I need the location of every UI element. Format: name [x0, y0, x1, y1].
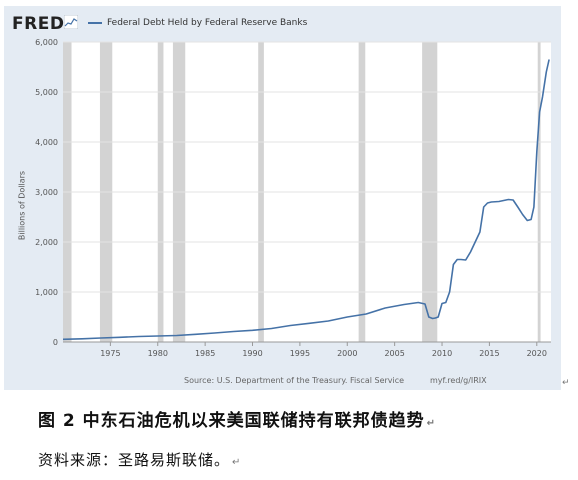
x-tick-label: 1995: [290, 349, 310, 358]
legend-label: Federal Debt Held by Federal Reserve Ban…: [107, 18, 308, 28]
x-tick-label: 1990: [242, 349, 262, 358]
data-source-text: 资料来源：圣路易斯联储。: [38, 451, 231, 469]
paragraph-mark-icon: ↵: [562, 378, 570, 388]
x-tick-label: 2000: [337, 349, 357, 358]
figure-caption-text: 图 2 中东石油危机以来美国联储持有联邦债趋势: [38, 411, 425, 431]
x-tick-label: 2020: [527, 349, 547, 358]
y-axis-label: Billions of Dollars: [17, 170, 27, 241]
fred-url[interactable]: myf.red/g/IRIX: [430, 376, 487, 385]
chart-panel: 0 1,000 2,000 3,000 4,000 5,000 6,000 1975 1980…: [4, 6, 561, 390]
data-source-note: 资料来源：圣路易斯联储。 ↵: [38, 449, 241, 470]
x-tick-label: 2015: [479, 349, 499, 358]
y-tick-label: 2,000: [35, 238, 58, 247]
figure-caption: 图 2 中东石油危机以来美国联储持有联邦债趋势 ↵: [38, 406, 436, 431]
x-tick-label: 1975: [100, 349, 120, 358]
legend: Federal Debt Held by Federal Reserve Ban…: [88, 18, 307, 28]
x-tick-label: 1985: [195, 349, 215, 358]
fred-logo: FRED: [12, 14, 65, 34]
source-text: Source: U.S. Department of the Treasury.…: [184, 376, 405, 385]
y-tick-label: 5,000: [35, 88, 58, 97]
legend-swatch: [88, 22, 102, 24]
x-tick-label: 1980: [148, 349, 168, 358]
paragraph-mark-icon: ↵: [232, 457, 242, 468]
x-tick-label: 2005: [384, 349, 404, 358]
series-line: [62, 59, 550, 341]
y-tick-label: 0: [53, 338, 58, 347]
fred-sparkline-icon: [64, 15, 78, 29]
y-tick-label: 3,000: [35, 188, 58, 197]
fred-chart: 0 1,000 2,000 3,000 4,000 5,000 6,000 1975 1980…: [35, 38, 551, 358]
y-tick-label: 1,000: [35, 288, 58, 297]
y-tick-label: 6,000: [35, 38, 58, 47]
x-tick-label: 2010: [432, 349, 452, 358]
y-tick-label: 4,000: [35, 138, 58, 147]
paragraph-mark-icon: ↵: [426, 418, 437, 429]
